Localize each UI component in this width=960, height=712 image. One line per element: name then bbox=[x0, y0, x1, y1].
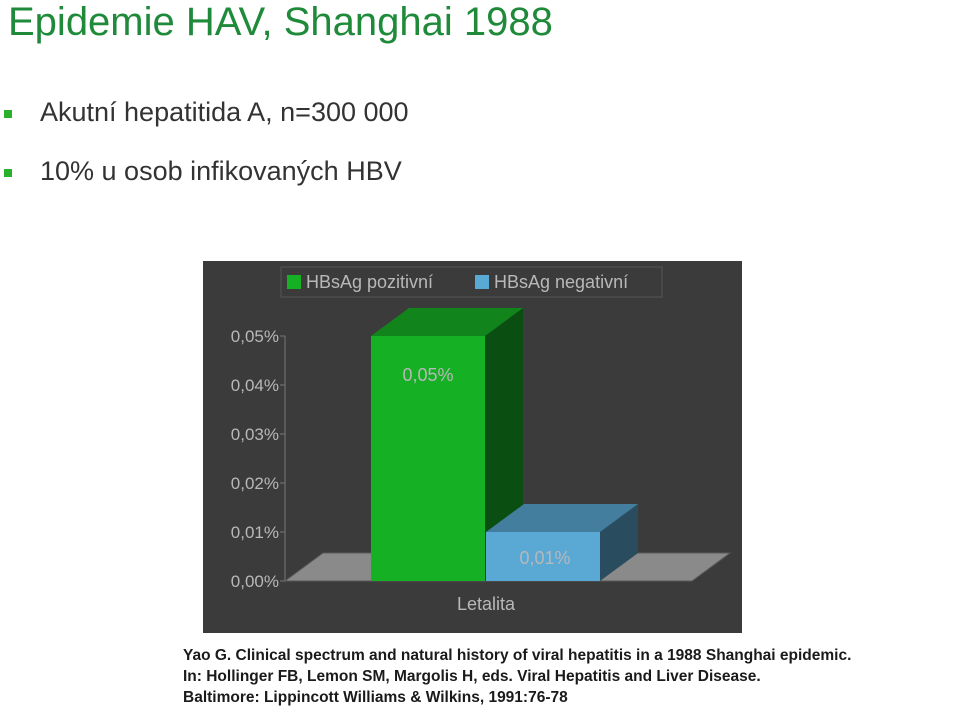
citation-line: In: Hollinger FB, Lemon SM, Margolis H, … bbox=[183, 668, 761, 685]
y-tick-label: 0,04% bbox=[231, 376, 279, 395]
legend-label: HBsAg pozitivní bbox=[306, 272, 433, 292]
bullet-marker-icon bbox=[4, 110, 12, 118]
slide-title: Epidemie HAV, Shanghai 1988 bbox=[8, 0, 553, 44]
y-tick-label: 0,03% bbox=[231, 425, 279, 444]
y-tick-label: 0,02% bbox=[231, 474, 279, 493]
citation-line: Yao G. Clinical spectrum and natural his… bbox=[183, 647, 852, 664]
y-tick-label: 0,05% bbox=[231, 327, 279, 346]
legend-box bbox=[280, 266, 663, 298]
bullet-marker-icon bbox=[4, 169, 12, 177]
chart: 0,00% 0,01% 0,02% 0,03% 0,04% 0,05% 0,05% 0,01%… bbox=[203, 261, 742, 633]
legend-label: HBsAg negativní bbox=[494, 272, 628, 292]
y-tick-label: 0,01% bbox=[231, 523, 279, 542]
data-label: 0,05% bbox=[402, 365, 453, 385]
bar-front bbox=[486, 532, 600, 581]
legend-swatch bbox=[475, 275, 489, 289]
legend-swatch bbox=[287, 275, 301, 289]
chart-svg: 0,00% 0,01% 0,02% 0,03% 0,04% 0,05% 0,05% 0,01%… bbox=[231, 266, 732, 614]
x-category-label: Letalita bbox=[457, 594, 516, 614]
bar-top bbox=[371, 308, 523, 336]
bar-front bbox=[371, 336, 485, 581]
bar-side bbox=[600, 504, 638, 581]
bar-top bbox=[486, 504, 638, 532]
y-tick-label: 0,00% bbox=[231, 572, 279, 591]
data-label: 0,01% bbox=[519, 548, 570, 568]
citation-line: Baltimore: Lippincott Williams & Wilkins… bbox=[183, 689, 568, 706]
bullet-text: Akutní hepatitida A, n=300 000 bbox=[40, 97, 409, 127]
bullet-text: 10% u osob infikovaných HBV bbox=[40, 156, 402, 186]
